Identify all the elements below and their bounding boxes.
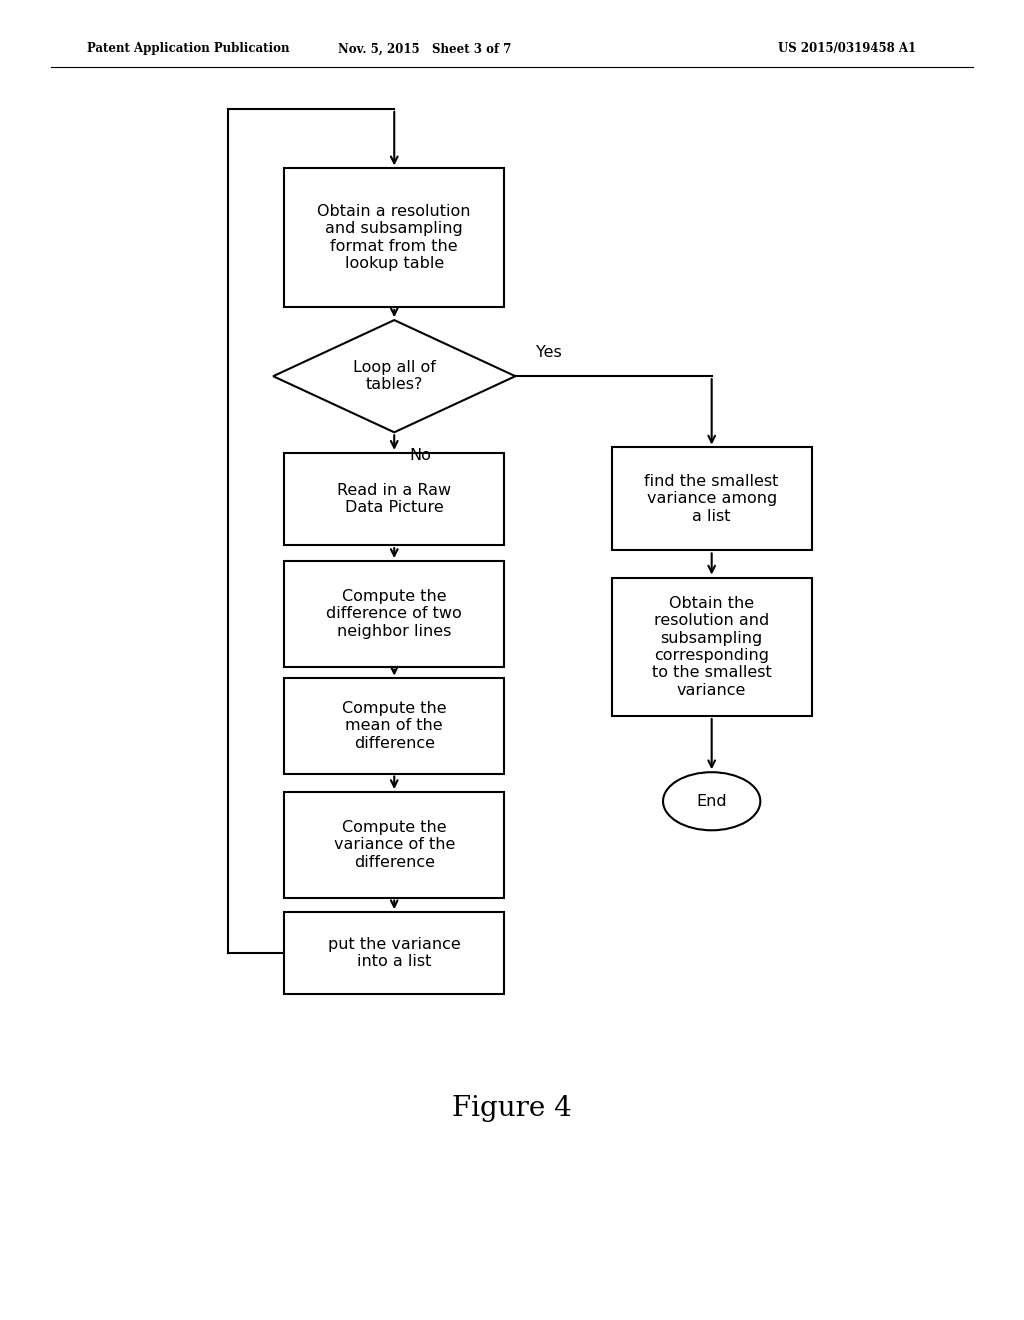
- Text: Obtain a resolution
and subsampling
format from the
lookup table: Obtain a resolution and subsampling form…: [317, 205, 471, 271]
- Text: Patent Application Publication: Patent Application Publication: [87, 42, 290, 55]
- Text: find the smallest
variance among
a list: find the smallest variance among a list: [644, 474, 779, 524]
- Text: Obtain the
resolution and
subsampling
corresponding
to the smallest
variance: Obtain the resolution and subsampling co…: [652, 595, 771, 698]
- Text: Compute the
difference of two
neighbor lines: Compute the difference of two neighbor l…: [327, 589, 462, 639]
- Ellipse shape: [664, 772, 760, 830]
- FancyBboxPatch shape: [285, 453, 505, 545]
- FancyBboxPatch shape: [611, 447, 811, 550]
- Text: Loop all of
tables?: Loop all of tables?: [353, 360, 435, 392]
- FancyBboxPatch shape: [285, 792, 505, 898]
- FancyBboxPatch shape: [285, 561, 505, 667]
- FancyBboxPatch shape: [285, 912, 505, 994]
- Text: End: End: [696, 793, 727, 809]
- Polygon shape: [273, 321, 515, 433]
- FancyBboxPatch shape: [285, 169, 505, 308]
- Text: Nov. 5, 2015   Sheet 3 of 7: Nov. 5, 2015 Sheet 3 of 7: [338, 42, 512, 55]
- Text: put the variance
into a list: put the variance into a list: [328, 937, 461, 969]
- Text: Yes: Yes: [536, 346, 561, 360]
- FancyBboxPatch shape: [285, 678, 505, 774]
- Text: Compute the
variance of the
difference: Compute the variance of the difference: [334, 820, 455, 870]
- Text: Compute the
mean of the
difference: Compute the mean of the difference: [342, 701, 446, 751]
- Text: US 2015/0319458 A1: US 2015/0319458 A1: [778, 42, 916, 55]
- Text: Figure 4: Figure 4: [453, 1096, 571, 1122]
- Text: Read in a Raw
Data Picture: Read in a Raw Data Picture: [337, 483, 452, 515]
- Text: No: No: [410, 449, 431, 463]
- FancyBboxPatch shape: [611, 578, 811, 715]
